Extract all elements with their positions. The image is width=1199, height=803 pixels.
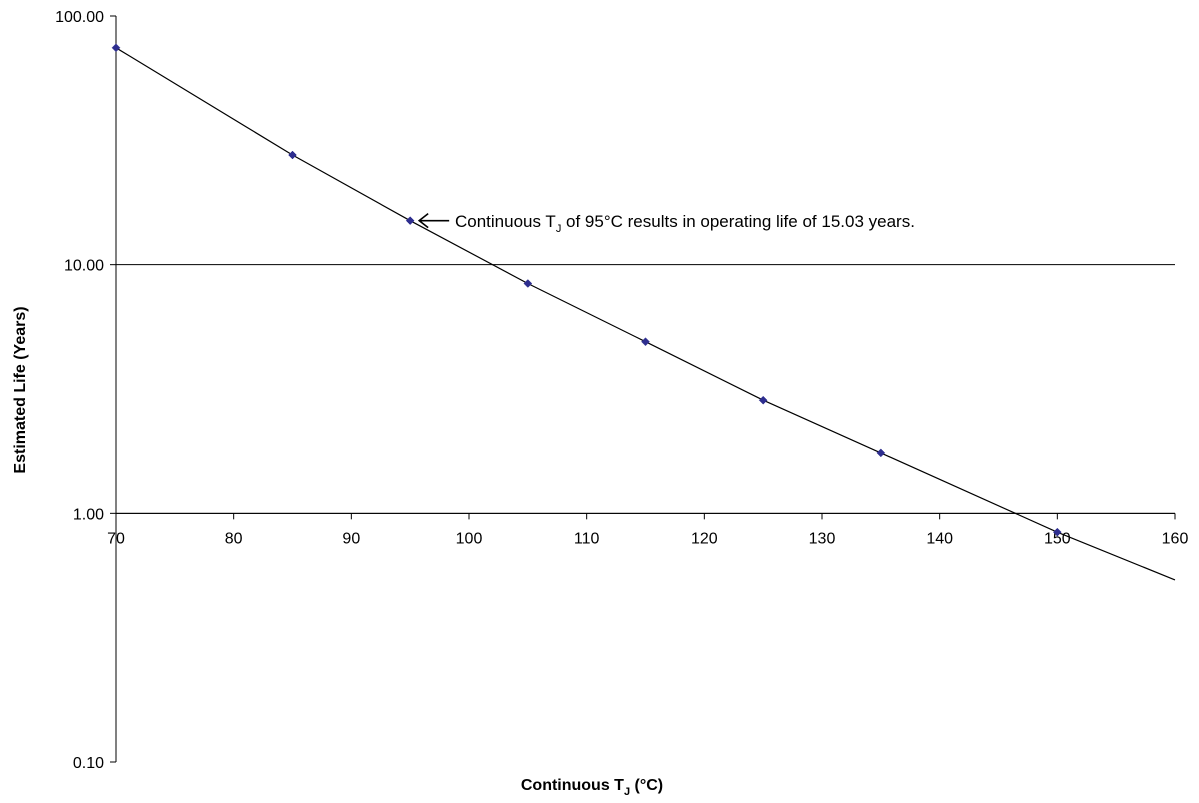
tick-labels: 0.10 1.00 10.00 100.00 70 80 90 100 110 120 130 140…	[55, 9, 1188, 772]
annotation-text-subscript: J	[556, 223, 562, 235]
data-point-marker	[876, 448, 886, 458]
annotation-arrow-head	[417, 213, 429, 229]
x-tick-label: 90	[342, 530, 360, 547]
data-point-marker	[523, 279, 533, 288]
x-axis-title-subscript: J	[624, 786, 630, 798]
y-tick-label: 10.00	[64, 258, 104, 275]
annotation-group: Continuous TJ of 95°C results in operati…	[417, 212, 915, 235]
y-axis-title: Estimated Life (Years)	[12, 306, 29, 473]
data-point-marker	[758, 395, 768, 405]
series-group	[111, 43, 1176, 581]
annotation-text: Continuous TJ of 95°C results in operati…	[455, 212, 915, 235]
x-tick-label: 130	[809, 530, 836, 547]
data-point-marker	[405, 216, 415, 226]
data-point-marker	[111, 43, 121, 53]
series-line	[115, 47, 1176, 581]
y-tick-label: 100.00	[55, 9, 104, 26]
x-tick-label: 70	[107, 530, 125, 547]
axes	[115, 16, 1175, 762]
x-tick-label: 110	[574, 530, 600, 547]
x-tick-label: 100	[456, 530, 483, 547]
x-tick-label: 80	[225, 530, 243, 547]
data-point-marker	[641, 337, 650, 347]
x-axis-title: Continuous TJ (°C)	[521, 777, 663, 798]
y-tick-label: 1.00	[73, 506, 104, 523]
gridlines	[116, 264, 1175, 514]
x-tick-label: 160	[1162, 530, 1189, 547]
data-point-marker	[1052, 527, 1062, 537]
x-axis-title-main: Continuous T	[521, 777, 624, 794]
data-point-marker	[288, 150, 297, 160]
annotation-text-rest: of 95°C results in operating life of 15.…	[561, 212, 915, 231]
annotation-text-main: Continuous T	[455, 212, 556, 231]
x-tick-label: 140	[926, 530, 953, 547]
x-tick-label: 120	[691, 530, 718, 547]
y-tick-label: 0.10	[73, 755, 104, 772]
x-axis-title-suffix: (°C)	[630, 777, 663, 794]
